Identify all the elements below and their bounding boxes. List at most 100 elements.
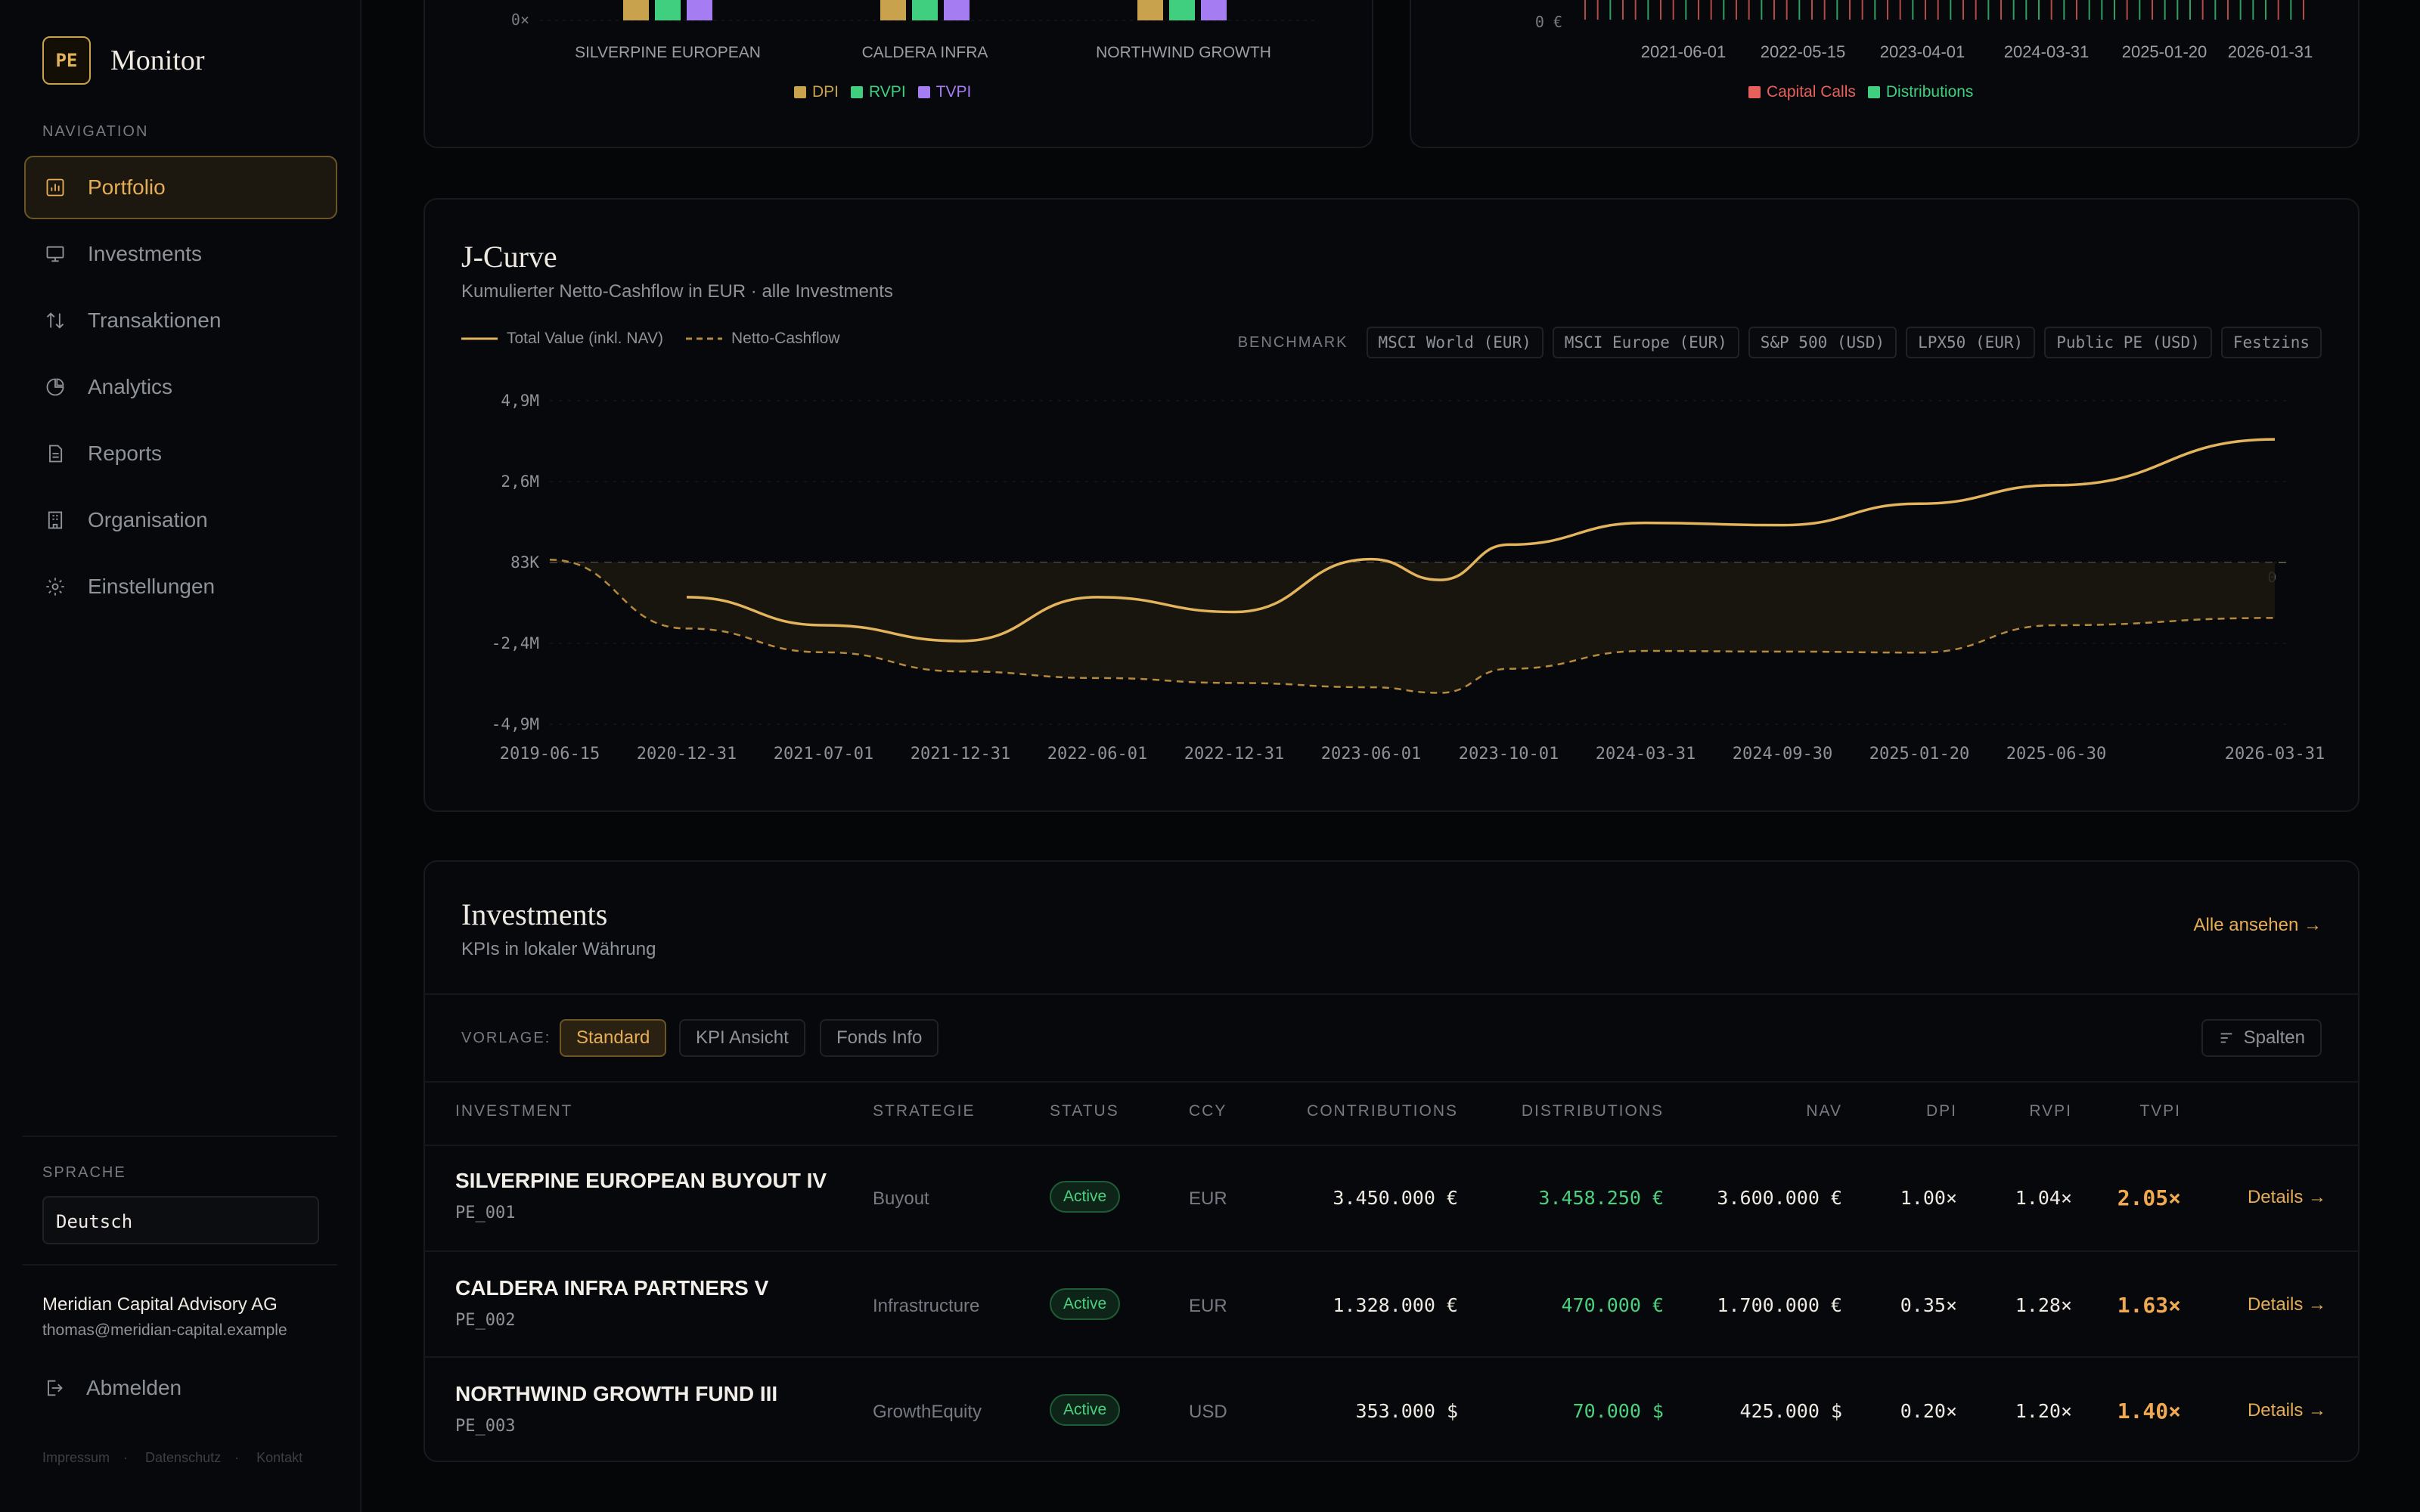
divider: [23, 1264, 337, 1266]
investment-name[interactable]: CALDERA INFRA PARTNERS V: [455, 1276, 769, 1300]
benchmark-msci-world[interactable]: MSCI World (EUR): [1366, 327, 1544, 358]
sidebar-item-portfolio[interactable]: Portfolio: [24, 156, 337, 219]
x-tick-label: 2024-03-31: [1596, 745, 1696, 764]
bar-rvpi-northwind: [1169, 0, 1195, 20]
contact-link[interactable]: Kontakt: [256, 1450, 303, 1465]
divider: [425, 993, 2358, 995]
bar-dpi-caldera: [880, 0, 906, 20]
sidebar-item-investments[interactable]: Investments: [24, 222, 337, 286]
columns-button[interactable]: Spalten: [2201, 1019, 2322, 1057]
distributions: 3.458.250 €: [1538, 1187, 1664, 1209]
jcurve-subtitle: Kumulierter Netto-Cashflow in EUR · alle…: [461, 281, 893, 302]
document-icon: [44, 442, 67, 465]
column-header-nav[interactable]: NAV: [1806, 1102, 1842, 1120]
logout-button[interactable]: Abmelden: [42, 1376, 182, 1400]
strategy: Infrastructure: [873, 1296, 980, 1316]
bar-tvpi-silverpine: [687, 0, 712, 20]
legend-item-tvpi[interactable]: TVPI: [917, 83, 971, 101]
benchmark-sp500[interactable]: S&P 500 (USD): [1748, 327, 1897, 358]
see-all-link[interactable]: Alle ansehen →: [2193, 915, 2322, 935]
imprint-link[interactable]: Impressum: [42, 1450, 110, 1465]
x-tick-label: 2026-01-31: [2228, 42, 2313, 61]
details-link[interactable]: Details →: [2247, 1400, 2326, 1421]
benchmark-lpx50[interactable]: LPX50 (EUR): [1906, 327, 2036, 358]
multiples-chart-card: 0× SILVERPINE EUROPEAN CALDERA INFRA NOR…: [424, 0, 1373, 148]
column-header-distributions[interactable]: DISTRIBUTIONS: [1521, 1102, 1664, 1120]
legend-item-rvpi[interactable]: RVPI: [851, 83, 906, 101]
investments-subtitle: KPIs in lokaler Währung: [461, 939, 656, 959]
legend-item-dpi[interactable]: DPI: [794, 83, 839, 101]
column-header-status[interactable]: STATUS: [1050, 1102, 1119, 1120]
nav-label: NAVIGATION: [42, 123, 149, 140]
legend-item-capital-calls[interactable]: Capital Calls: [1748, 83, 1856, 101]
logout-icon: [42, 1377, 65, 1399]
column-header-tvpi[interactable]: TVPI: [2139, 1102, 2181, 1120]
preset-kpi-ansicht[interactable]: KPI Ansicht: [679, 1019, 805, 1057]
benchmark-festzins[interactable]: Festzins: [2220, 327, 2322, 358]
investment-id: PE_003: [455, 1417, 516, 1436]
sidebar-item-transaktionen[interactable]: Transaktionen: [24, 289, 337, 352]
tvpi-value: 1.40×: [2117, 1399, 2181, 1424]
table-row[interactable]: SILVERPINE EUROPEAN BUYOUT IV PE_001 Buy…: [425, 1145, 2358, 1250]
currency: USD: [1189, 1402, 1227, 1422]
column-header-contributions[interactable]: CONTRIBUTIONS: [1307, 1102, 1458, 1120]
x-tick-label: 2024-03-31: [2004, 42, 2090, 61]
contributions: 1.328.000 €: [1333, 1294, 1458, 1316]
rvpi-value: 1.20×: [2015, 1400, 2072, 1422]
dpi-value: 0.20×: [1900, 1400, 1957, 1422]
strategy: Buyout: [873, 1188, 929, 1209]
bar-rvpi-silverpine: [655, 0, 681, 20]
legend-item-total-value[interactable]: Total Value (inkl. NAV): [461, 330, 663, 347]
brand[interactable]: PE Monitor: [42, 36, 205, 85]
legend-item-net-cashflow[interactable]: Netto-Cashflow: [685, 330, 840, 347]
legend-item-distributions[interactable]: Distributions: [1867, 83, 1973, 101]
total-value-line: [686, 438, 2276, 643]
column-header-investment[interactable]: INVESTMENT: [455, 1102, 573, 1120]
dpi-value: 0.35×: [1900, 1294, 1957, 1316]
preset-standard[interactable]: Standard: [560, 1019, 667, 1057]
table-row[interactable]: CALDERA INFRA PARTNERS V PE_002 Infrastr…: [425, 1250, 2358, 1356]
column-header-strategie[interactable]: STRATEGIE: [873, 1102, 976, 1120]
sidebar-item-einstellungen[interactable]: Einstellungen: [24, 555, 337, 618]
privacy-link[interactable]: Datenschutz: [145, 1450, 222, 1465]
x-tick-label: 2021-07-01: [774, 745, 873, 764]
investment-name[interactable]: NORTHWIND GROWTH FUND III: [455, 1382, 778, 1405]
x-tick-label: 2021-12-31: [911, 745, 1010, 764]
net-cashflow-line: [549, 559, 2276, 694]
investments-card: Investments KPIs in lokaler Währung Alle…: [424, 860, 2360, 1462]
currency: EUR: [1189, 1296, 1227, 1316]
x-tick-label: 2023-10-01: [1459, 745, 1559, 764]
jcurve-title: J-Curve: [461, 240, 557, 274]
brand-name: Monitor: [110, 45, 205, 76]
sidebar-item-analytics[interactable]: Analytics: [24, 355, 337, 419]
investment-id: PE_002: [455, 1311, 516, 1330]
tvpi-value: 1.63×: [2117, 1293, 2181, 1318]
sidebar-item-reports[interactable]: Reports: [24, 422, 337, 485]
x-tick-label: 2020-12-31: [637, 745, 737, 764]
nav-value: 425.000 $: [1739, 1400, 1842, 1422]
x-tick-label: 2024-09-30: [1733, 745, 1832, 764]
sidebar-item-label: Einstellungen: [88, 575, 216, 598]
bar-dpi-silverpine: [623, 0, 649, 20]
benchmark-public-pe[interactable]: Public PE (USD): [2044, 327, 2212, 358]
arrows-up-down-icon: [44, 309, 67, 332]
details-link[interactable]: Details →: [2247, 1294, 2326, 1315]
sidebar-item-label: Organisation: [88, 508, 208, 531]
currency: EUR: [1189, 1188, 1227, 1209]
details-link[interactable]: Details →: [2247, 1187, 2326, 1207]
preset-fonds-info[interactable]: Fonds Info: [820, 1019, 939, 1057]
x-tick-label: 2022-05-15: [1761, 42, 1846, 61]
multiples-chart: 0× SILVERPINE EUROPEAN CALDERA INFRA NOR…: [511, 0, 1317, 61]
main-nav: Portfolio Investments Transaktionen Anal…: [24, 156, 337, 621]
column-header-rvpi[interactable]: RVPI: [2029, 1102, 2072, 1120]
column-header-ccy[interactable]: CCY: [1189, 1102, 1227, 1120]
language-select[interactable]: Deutsch: [42, 1196, 319, 1244]
chart-bar-icon: [44, 176, 67, 199]
sidebar-item-label: Portfolio: [88, 175, 166, 199]
benchmark-msci-europe[interactable]: MSCI Europe (EUR): [1552, 327, 1739, 358]
column-header-dpi[interactable]: DPI: [1925, 1102, 1957, 1120]
investment-name[interactable]: SILVERPINE EUROPEAN BUYOUT IV: [455, 1169, 827, 1192]
sidebar-item-organisation[interactable]: Organisation: [24, 488, 337, 552]
table-row[interactable]: NORTHWIND GROWTH FUND III PE_003 GrowthE…: [425, 1356, 2358, 1462]
x-tick-label: 2023-04-01: [1880, 42, 1965, 61]
